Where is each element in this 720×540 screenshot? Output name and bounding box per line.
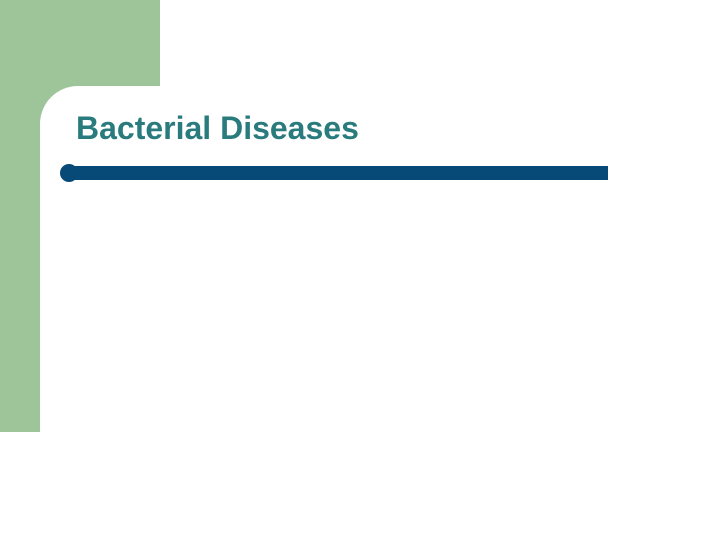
slide-title: Bacterial Diseases — [76, 110, 359, 147]
divider-line — [69, 166, 608, 180]
title-divider — [60, 164, 608, 182]
